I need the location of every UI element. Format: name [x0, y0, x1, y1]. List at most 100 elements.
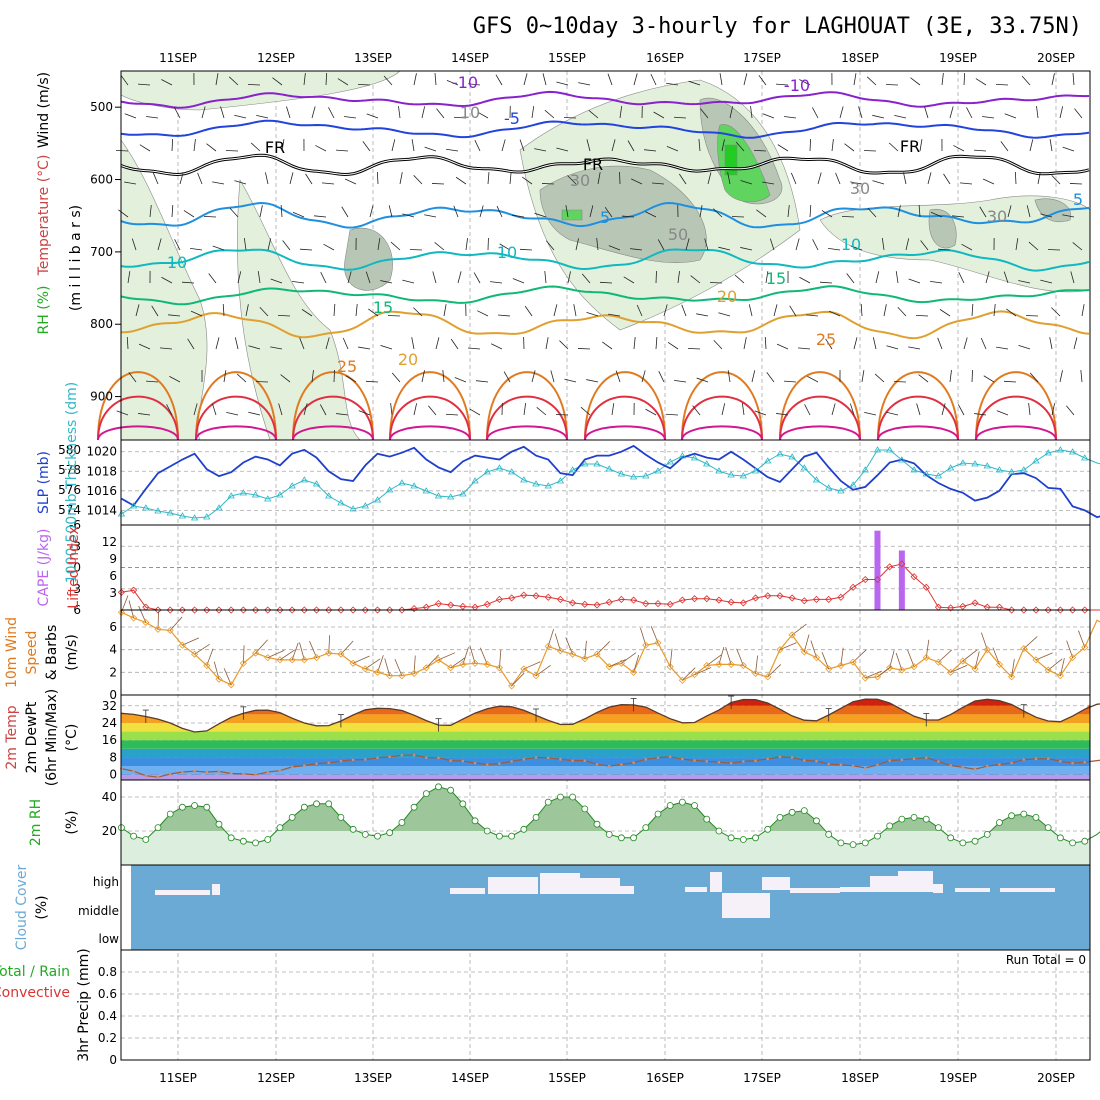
wind-speed-point [873, 673, 882, 681]
wind-barb-10m [889, 650, 895, 668]
thickness-point [971, 460, 979, 467]
wind-barb-10m [650, 626, 659, 644]
wind-barb-10m [194, 643, 210, 655]
panel-frame-precip [120, 949, 1091, 1061]
dewpoint-point [290, 765, 294, 769]
wind-barb [1018, 280, 1031, 284]
wind-barb [619, 106, 623, 119]
wind-barb [580, 406, 591, 416]
wind-barb-10m [138, 605, 147, 623]
dewpoint-point [364, 758, 367, 761]
wind-barb [644, 149, 657, 152]
wind-barb [344, 116, 357, 119]
rh2m-point [239, 837, 247, 845]
wind-barb [179, 172, 184, 185]
wind-barb [831, 139, 834, 152]
cloud-gap [840, 887, 880, 892]
lifted-index-point [715, 596, 723, 604]
wind-barb [809, 138, 812, 152]
wind-barb [596, 238, 599, 251]
thickness-point [898, 456, 906, 463]
date-label-top: 15SEP [548, 51, 586, 65]
wind-speed-point [605, 663, 613, 671]
wind-speed-point [764, 673, 772, 681]
rh2m-point [300, 803, 308, 811]
rh2m-point [861, 839, 869, 847]
dewpoint-point [876, 763, 879, 767]
rh2m-point [483, 827, 491, 835]
contour-25-arches [97, 371, 1057, 441]
wind-barb [777, 144, 789, 152]
wind-barb [556, 147, 569, 152]
wind-barb [171, 204, 174, 218]
dewpoint-point [461, 759, 465, 763]
thickness-point [849, 481, 857, 488]
wind-barb [453, 116, 467, 119]
wind-barb [846, 273, 855, 284]
wind-barb [608, 313, 621, 317]
lifted-index-point [459, 602, 467, 611]
rh2m-point [959, 839, 967, 847]
wind-barb [226, 412, 239, 416]
wind-barb [421, 370, 425, 383]
wind-barb [333, 369, 335, 383]
wind-barb [523, 73, 528, 86]
lifted-index-point [227, 606, 235, 614]
date-label-bottom: 15SEP [548, 1071, 586, 1085]
thickness-point [154, 507, 162, 514]
wind-barb [982, 178, 995, 185]
ylabel-temp2m: (°C) [64, 724, 80, 752]
wind-speed-point [495, 664, 504, 672]
wind-barb [299, 337, 305, 350]
rh2m-point [813, 817, 820, 825]
dewpoint-point [522, 758, 526, 761]
wind-barb [272, 77, 283, 86]
lifted-index-point [398, 606, 406, 614]
wind-barb [183, 210, 195, 218]
wind-barb [292, 280, 305, 284]
wind-barb [124, 113, 137, 119]
wind-barb-10m [365, 658, 381, 670]
ylabel-precip: 3hr Precip (mm) [76, 948, 92, 1061]
wind-speed-point [422, 664, 430, 672]
dewpoint-point [168, 772, 172, 776]
thickness-point [727, 471, 735, 478]
wind-barb [806, 314, 819, 317]
wind-barb [974, 413, 987, 416]
wind-barb [255, 381, 269, 383]
wind-barb-10m [1059, 658, 1065, 676]
wind-barb [501, 139, 506, 152]
contour-label: -10 [452, 73, 478, 92]
wind-barb [1051, 73, 1055, 86]
ytick-pressure: 900 [90, 390, 113, 404]
wind-barb [611, 139, 616, 152]
wind-barb [445, 413, 459, 416]
lifted-index-point [739, 599, 747, 607]
wind-barb [692, 405, 701, 416]
wind-barb [187, 338, 195, 350]
thickness-point [837, 487, 845, 494]
wind-barb [885, 84, 899, 86]
wind-speed-point [556, 647, 564, 655]
wind-barb [128, 372, 137, 383]
wind-barb [536, 407, 547, 416]
temp-band [121, 774, 1090, 780]
wind-barb [320, 272, 327, 284]
contour-label: 15 [766, 269, 786, 288]
wind-barb [146, 116, 159, 119]
wind-barb [1047, 249, 1061, 251]
wind-barb-10m [767, 664, 781, 678]
wind-barb [1080, 370, 1083, 383]
wind-barb-10m [377, 655, 384, 673]
wind-barb [215, 73, 219, 86]
wind-barb [212, 245, 225, 251]
wind-barb [270, 278, 283, 284]
wind-barb [545, 240, 555, 251]
wind-speed-point [483, 660, 491, 668]
wind-barb [762, 113, 775, 119]
ylabel-rh2m: 2m RH [28, 799, 44, 846]
thickness-point [934, 472, 943, 479]
wind-barb [905, 238, 910, 251]
wind-barb [519, 248, 533, 251]
contour-label: 5 [1073, 190, 1083, 209]
